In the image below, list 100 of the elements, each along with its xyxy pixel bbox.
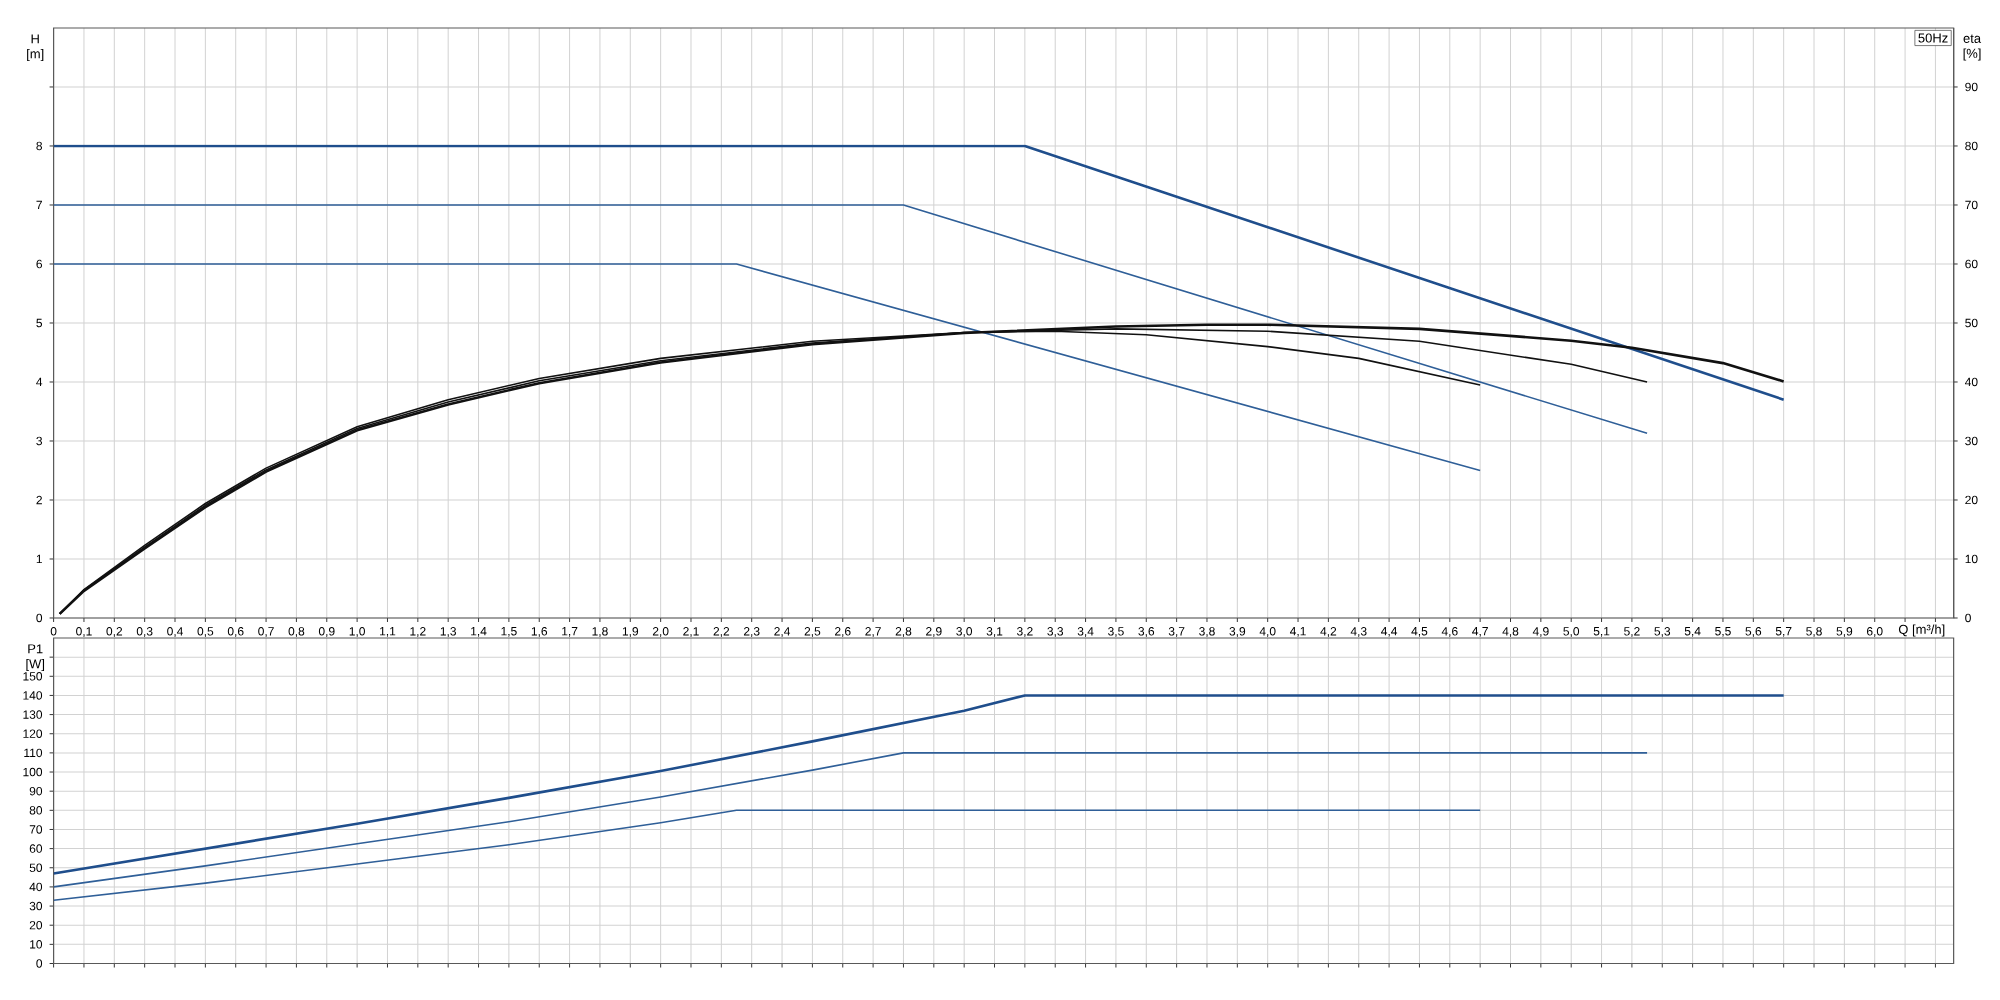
y-tick-label: 1 xyxy=(36,554,42,564)
x-tick-label: 4,5 xyxy=(1411,627,1428,637)
x-axis-title: Q [m³/h] xyxy=(1898,624,1945,637)
x-tick-label: 1,0 xyxy=(349,627,365,637)
x-tick-label: 5,3 xyxy=(1654,627,1671,637)
x-tick-label: 2,5 xyxy=(804,627,821,637)
x-tick-label: 3,6 xyxy=(1138,627,1155,637)
y-tick-label: 90 xyxy=(29,786,43,796)
x-tick-label: 3,2 xyxy=(1017,627,1033,637)
x-tick-label: 3,3 xyxy=(1047,627,1064,637)
annotation: 50Hz xyxy=(1918,33,1948,43)
x-tick-label: 1,7 xyxy=(562,627,578,637)
x-tick-label: 4,3 xyxy=(1350,627,1367,637)
x-tick-label: 1,2 xyxy=(410,627,426,637)
x-tick-label: 0,6 xyxy=(227,627,244,637)
x-tick-label: 5,0 xyxy=(1563,627,1580,637)
y-tick-label: 80 xyxy=(29,806,43,815)
x-tick-label: 3,4 xyxy=(1077,627,1094,637)
x-tick-label: 2,2 xyxy=(713,627,730,637)
y-axis-title: P1 [W] xyxy=(26,644,45,672)
x-tick-label: 5,4 xyxy=(1684,627,1701,637)
y-tick-label: 40 xyxy=(29,882,43,892)
y2-tick-label: 40 xyxy=(1964,377,1978,387)
x-tick-label: 5,6 xyxy=(1745,627,1762,637)
y-tick-label: 130 xyxy=(23,710,43,719)
y-tick-label: 30 xyxy=(29,901,43,911)
x-tick-label: 5,1 xyxy=(1593,627,1610,637)
y2-tick-label: 90 xyxy=(1965,82,1978,92)
y2-tick-label: 30 xyxy=(1965,436,1978,446)
x-tick-label: 2,1 xyxy=(683,627,699,637)
y-tick-label: 50 xyxy=(29,863,43,873)
y-tick-label: 5 xyxy=(36,318,43,328)
x-tick-label: 0,2 xyxy=(106,627,123,637)
x-tick-label: 3,7 xyxy=(1168,627,1185,637)
y-tick-label: 6 xyxy=(36,259,43,269)
y-tick-label: 20 xyxy=(29,920,43,930)
x-tick-label: 2,6 xyxy=(835,627,851,637)
x-tick-label: 0,8 xyxy=(288,627,305,637)
x-tick-label: 1,4 xyxy=(471,627,487,637)
x-tick-label: 3,1 xyxy=(986,627,1003,637)
y2-tick-label: 10 xyxy=(1965,554,1978,564)
y-tick-label: 140 xyxy=(23,691,43,700)
x-tick-label: 0,7 xyxy=(258,627,274,637)
x-tick-label: 4,0 xyxy=(1259,627,1276,637)
x-tick-label: 4,2 xyxy=(1320,627,1337,637)
x-tick-label: 0,9 xyxy=(318,627,335,637)
x-tick-label: 3,5 xyxy=(1108,627,1124,637)
y-tick-label: 2 xyxy=(36,495,42,505)
y2-tick-label: 50 xyxy=(1965,318,1978,328)
y2-tick-label: 70 xyxy=(1965,200,1978,210)
x-tick-label: 0 xyxy=(50,627,57,636)
y2-axis-title: eta [%] xyxy=(1963,34,1982,61)
x-tick-label: 1,5 xyxy=(501,627,517,637)
x-tick-label: 1,8 xyxy=(592,627,608,637)
x-tick-label: 4,8 xyxy=(1502,627,1519,637)
y-tick-label: 4 xyxy=(36,377,43,387)
x-tick-label: 5,7 xyxy=(1775,627,1792,637)
x-tick-label: 0,3 xyxy=(136,627,153,637)
y2-tick-label: 60 xyxy=(1965,259,1978,269)
x-tick-label: 3,9 xyxy=(1229,627,1246,637)
y-tick-label: 7 xyxy=(36,200,42,210)
y-tick-label: 70 xyxy=(29,825,43,834)
y2-tick-label: 0 xyxy=(1965,613,1971,623)
x-tick-label: 6,0 xyxy=(1866,627,1883,637)
y-tick-label: 120 xyxy=(23,729,43,738)
x-tick-label: 5,9 xyxy=(1836,627,1853,637)
x-tick-label: 4,9 xyxy=(1532,627,1549,637)
y-tick-label: 110 xyxy=(24,748,43,758)
y-tick-label: 10 xyxy=(30,940,43,949)
x-tick-label: 2,3 xyxy=(743,627,760,637)
x-tick-label: 5,5 xyxy=(1715,627,1731,637)
x-tick-label: 0,5 xyxy=(197,627,214,637)
y2-tick-label: 20 xyxy=(1965,495,1978,505)
y-tick-label: 150 xyxy=(23,672,43,681)
x-tick-label: 1,6 xyxy=(531,627,548,637)
x-tick-label: 5,2 xyxy=(1624,627,1640,637)
x-tick-label: 4,7 xyxy=(1472,627,1488,637)
x-tick-label: 1,3 xyxy=(440,627,456,637)
x-tick-label: 2,8 xyxy=(895,627,912,637)
y-tick-label: 60 xyxy=(29,844,43,853)
x-tick-label: 2,4 xyxy=(774,627,791,637)
x-tick-label: 2,7 xyxy=(865,627,881,637)
x-tick-label: 0,1 xyxy=(76,627,92,637)
y-tick-label: 100 xyxy=(23,767,43,777)
x-tick-label: 4,6 xyxy=(1441,627,1458,637)
y-tick-label: 0 xyxy=(36,613,43,623)
x-tick-label: 2,0 xyxy=(652,627,669,637)
x-tick-label: 5,8 xyxy=(1806,627,1822,637)
y-tick-label: 8 xyxy=(36,141,43,151)
x-tick-label: 4,1 xyxy=(1289,627,1306,637)
x-tick-label: 4,4 xyxy=(1381,627,1398,637)
x-tick-label: 1,9 xyxy=(622,627,639,637)
x-tick-label: 1,1 xyxy=(380,627,396,637)
y-axis-title: H [m] xyxy=(27,34,44,62)
y2-tick-label: 80 xyxy=(1965,141,1978,151)
x-tick-label: 0,4 xyxy=(167,627,184,637)
y-tick-label: 3 xyxy=(36,436,43,446)
x-tick-label: 2,9 xyxy=(926,627,942,637)
x-tick-label: 3,8 xyxy=(1199,627,1215,637)
x-tick-label: 3,0 xyxy=(956,627,973,637)
